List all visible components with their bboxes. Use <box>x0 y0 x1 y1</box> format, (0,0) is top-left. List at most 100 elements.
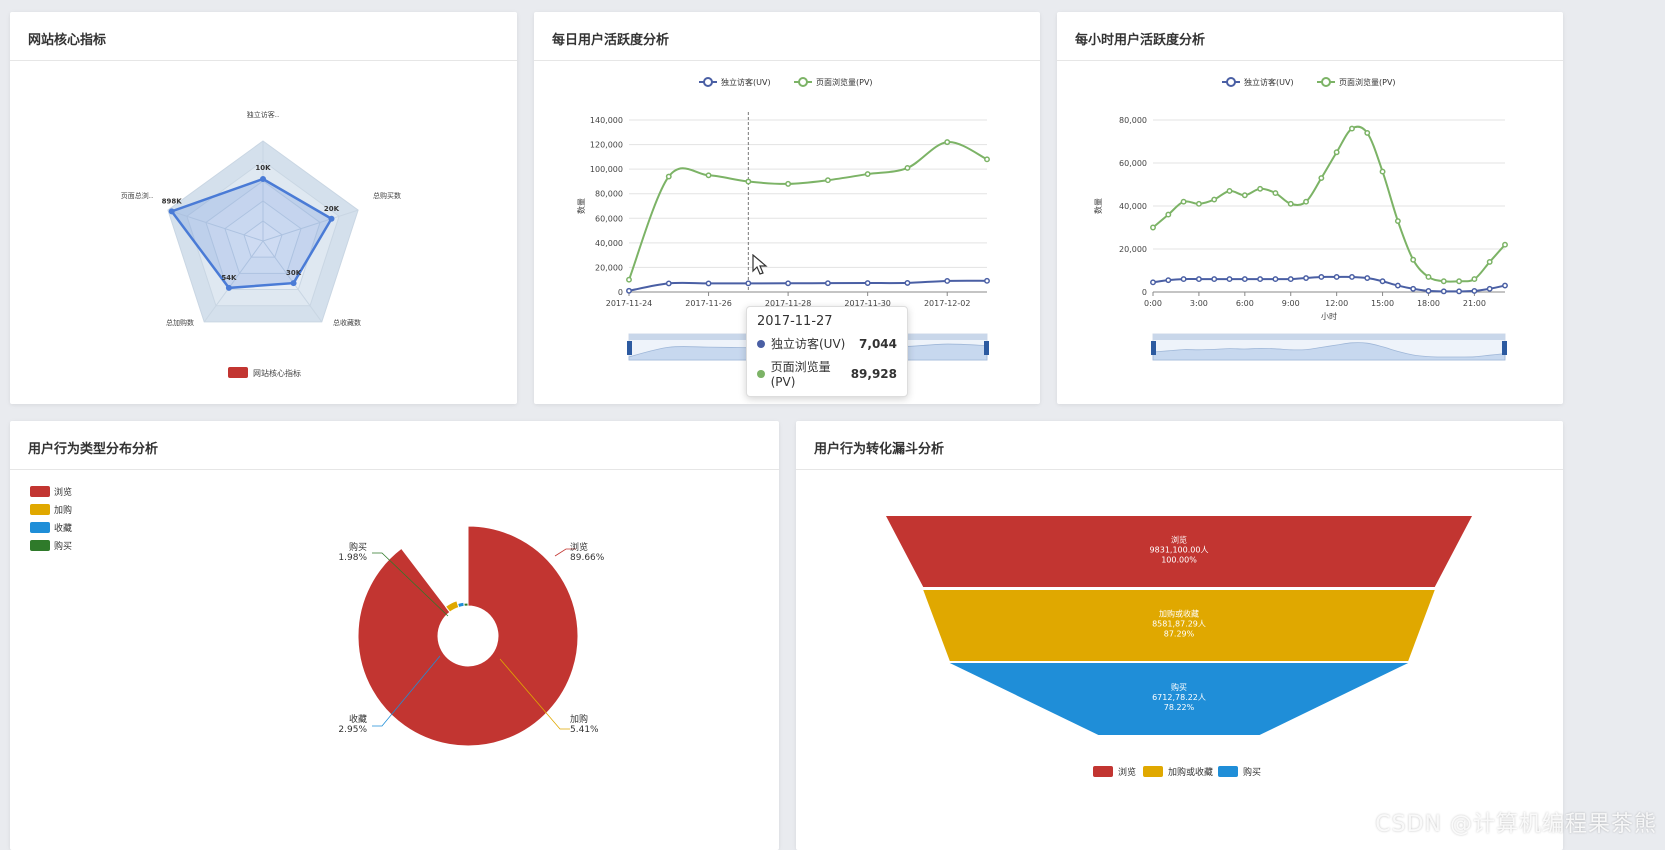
series-point <box>1211 196 1218 203</box>
radar-value-label: 54K <box>221 274 237 282</box>
panel-header: 每日用户活跃度分析 <box>534 12 1040 61</box>
series-point <box>944 277 951 284</box>
series-point <box>1211 276 1218 283</box>
radar-point <box>168 208 175 215</box>
series-point <box>1425 287 1432 294</box>
legend-swatch[interactable] <box>30 504 50 515</box>
series-point <box>824 280 831 287</box>
series-point <box>1333 149 1340 156</box>
y-tick-label: 140,000 <box>590 116 623 125</box>
pie-label-percent: 5.41% <box>570 725 599 735</box>
legend-swatch[interactable] <box>30 486 50 497</box>
legend-label: 浏览 <box>54 486 72 498</box>
series-point <box>1226 188 1233 194</box>
panel-daily-activity: 每日用户活跃度分析 独立访客(UV) 页面浏览量(PV) 0 20,000 40,000… <box>534 12 1040 404</box>
radar-series-area <box>169 177 334 290</box>
radar-point <box>260 176 266 182</box>
series-point <box>1165 277 1172 284</box>
legend-swatch[interactable] <box>1093 766 1113 777</box>
pv-dot-icon <box>757 369 765 378</box>
x-tick-label: 2017-11-30 <box>844 299 891 308</box>
zoom-handle-left[interactable] <box>627 341 632 355</box>
x-tick-label: 18:00 <box>1417 299 1440 308</box>
radar-point <box>328 215 335 222</box>
pie-label-line <box>372 552 449 617</box>
legend-label: 页面浏览量(PV) <box>816 77 873 87</box>
legend-label: 页面浏览量(PV) <box>1339 77 1396 87</box>
legend-marker-icon <box>703 77 713 87</box>
radar-value-label: 30K <box>286 269 302 277</box>
x-tick-label: 0:00 <box>1144 299 1162 308</box>
pie-label-name: 购买 <box>349 541 367 553</box>
legend-swatch[interactable] <box>30 522 50 533</box>
legend-label: 独立访客(UV) <box>1244 77 1294 87</box>
series-point <box>864 280 871 286</box>
x-tick-label: 6:00 <box>1236 299 1254 308</box>
series-point <box>1394 218 1401 225</box>
panel-behavior-distribution: 用户行为类型分布分析 浏览 加购 收藏 购买 浏览 89.66% 加购 5.41% 收藏 2.95… <box>10 421 779 850</box>
panel-title: 每小时用户活跃度分析 <box>1075 33 1206 48</box>
series-point <box>1349 125 1355 132</box>
y-tick-label: 60,000 <box>595 214 623 223</box>
series-point <box>1272 276 1279 283</box>
radar-axis <box>262 209 359 242</box>
series-point <box>626 287 632 294</box>
y-tick-label: 0 <box>618 288 623 297</box>
panel-title: 用户行为类型分布分析 <box>28 442 159 457</box>
series-point <box>705 280 712 287</box>
x-tick-label: 2017-11-28 <box>765 299 812 308</box>
series-point <box>1195 200 1202 207</box>
zoom-handle-right[interactable] <box>1502 341 1507 355</box>
series-point <box>1333 274 1340 280</box>
series-point <box>1456 278 1463 285</box>
tooltip-uv-label: 独立访客(UV) <box>771 337 846 351</box>
legend-marker-icon <box>1321 77 1331 87</box>
series-point <box>785 180 792 187</box>
y-tick-label: 60,000 <box>1119 159 1147 168</box>
funnel-segment[interactable] <box>923 590 1435 661</box>
mouse-cursor-icon <box>752 254 768 275</box>
series-line <box>1152 125 1506 283</box>
tooltip-row-pv: 页面浏览量(PV) 89,928 <box>757 358 897 389</box>
funnel-segment[interactable] <box>886 516 1472 587</box>
series-point <box>1471 276 1478 283</box>
legend-swatch[interactable] <box>1143 766 1163 777</box>
series-point <box>1425 274 1432 280</box>
funnel-label: 87.29% <box>1164 630 1195 639</box>
conversion-funnel-chart: 浏览9831,100.00人100.00%加购或收藏8581,87.29人87.… <box>886 516 1472 778</box>
series-point <box>1287 200 1294 207</box>
pie-label-percent: 2.95% <box>338 725 367 735</box>
series-point <box>1379 168 1386 175</box>
funnel-segment[interactable] <box>949 663 1409 735</box>
pie-label-line <box>554 548 576 557</box>
radar-axis <box>203 240 264 323</box>
series-point <box>1165 211 1172 218</box>
series-point <box>1440 278 1447 285</box>
series-point <box>824 177 831 184</box>
y-tick-label: 20,000 <box>1119 245 1147 254</box>
y-tick-label: 120,000 <box>590 141 623 150</box>
series-point <box>626 276 632 283</box>
series-point <box>1318 274 1325 280</box>
panel-header: 用户行为类型分布分析 <box>10 421 779 470</box>
series-point <box>1410 256 1417 263</box>
legend-swatch[interactable] <box>30 540 50 551</box>
radar-indicator-label: 总收藏数 <box>333 318 361 327</box>
tooltip-pv-label: 页面浏览量(PV) <box>770 360 831 389</box>
zoom-handle-left[interactable] <box>1151 341 1156 355</box>
legend-swatch[interactable] <box>1218 766 1238 777</box>
pie-slice <box>357 525 579 747</box>
series-point <box>1180 198 1187 205</box>
funnel-label: 6712,78.22人 <box>1152 693 1206 702</box>
funnel-label: 浏览 <box>1171 535 1187 545</box>
zoom-handle-right[interactable] <box>984 341 989 355</box>
series-point <box>1287 276 1294 283</box>
series-point <box>1318 175 1325 182</box>
legend-label: 独立访客(UV) <box>721 77 771 87</box>
x-axis-title: 小时 <box>1321 311 1337 321</box>
series-point <box>1150 224 1156 231</box>
pie-label-line <box>372 655 441 727</box>
series-point <box>1364 129 1371 136</box>
radar-value-label: 10K <box>255 164 271 172</box>
